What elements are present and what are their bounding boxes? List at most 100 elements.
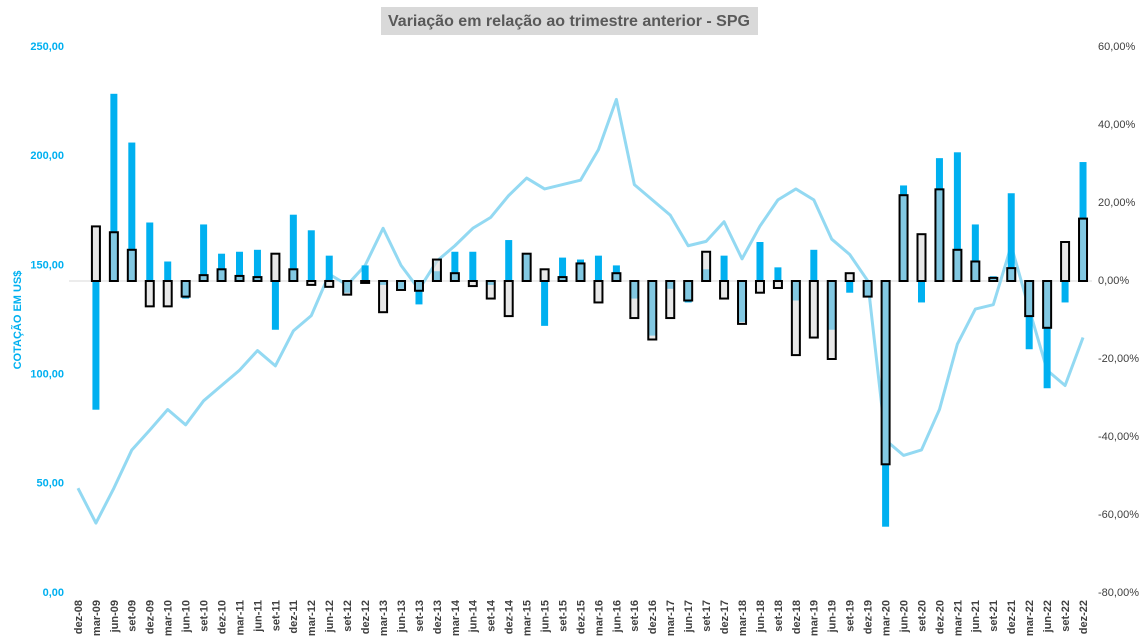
outlined-bar: [1060, 241, 1071, 282]
x-tick-label: dez-21: [1006, 600, 1018, 634]
bar: [594, 255, 602, 281]
outlined-bar: [324, 280, 335, 288]
x-tick-label: mar-12: [306, 600, 318, 636]
outlined-bar: [593, 280, 604, 304]
outlined-bar: [1042, 280, 1053, 329]
x-tick-label: mar-15: [522, 600, 534, 636]
outlined-bar: [467, 280, 478, 288]
bar: [164, 261, 172, 281]
outlined-bar: [952, 248, 963, 283]
x-tick-label: mar-19: [809, 600, 821, 636]
x-tick-label: set-14: [486, 599, 498, 632]
x-tick-label: set-16: [629, 600, 641, 632]
x-tick-label: mar-17: [665, 600, 677, 636]
outlined-bar: [934, 188, 945, 283]
bar: [307, 230, 315, 281]
x-tick-label: dez-12: [360, 600, 372, 634]
outlined-bar: [216, 268, 227, 282]
y2-tick-label: 0,00%: [1098, 275, 1129, 287]
x-tick-label: set-11: [270, 600, 282, 631]
y2-tick-label: -40,00%: [1098, 431, 1139, 443]
y2-tick-label: -60,00%: [1098, 509, 1139, 521]
outlined-bar: [162, 280, 173, 308]
x-tick-label: dez-20: [934, 600, 946, 634]
bar: [110, 93, 118, 281]
bar: [469, 251, 477, 281]
outlined-bar: [288, 268, 299, 282]
x-tick-label: dez-19: [863, 600, 875, 634]
outlined-bar: [754, 280, 765, 294]
x-tick-label: mar-16: [593, 600, 605, 636]
x-tick-label: jun-21: [970, 600, 982, 633]
bar: [918, 281, 925, 303]
x-tick-label: jun-15: [540, 600, 552, 633]
bar: [415, 281, 423, 305]
outlined-bar: [970, 260, 981, 282]
outlined-bar: [342, 280, 353, 296]
x-tick-label: dez-09: [145, 600, 157, 634]
outlined-bar: [1006, 267, 1017, 283]
y-tick-label: 0,00: [43, 587, 64, 599]
x-tick-label: set-15: [557, 600, 569, 632]
x-tick-label: set-20: [916, 600, 928, 632]
title-box: [381, 7, 758, 35]
outlined-bar: [198, 274, 209, 282]
x-tick-label: jun-13: [396, 600, 408, 633]
x-tick-label: jun-20: [898, 600, 910, 633]
x-tick-label: jun-12: [324, 600, 336, 633]
y2-tick-label: 60,00%: [1098, 41, 1136, 53]
outlined-bar: [988, 276, 999, 283]
x-tick-label: set-19: [845, 600, 857, 632]
outlined-bar: [719, 280, 730, 300]
outlined-bar: [108, 231, 119, 282]
outlined-bar: [270, 252, 281, 282]
x-tick-label: mar-13: [378, 600, 390, 636]
y2-tick-label: -80,00%: [1098, 587, 1139, 599]
outlined-bar: [826, 280, 837, 360]
outlined-bar: [683, 280, 694, 302]
bar: [361, 265, 369, 281]
y-tick-label: 150,00: [30, 259, 64, 271]
bar: [720, 255, 728, 281]
x-tick-label: set-12: [342, 600, 354, 632]
outlined-bar: [557, 276, 568, 283]
bar: [541, 281, 549, 326]
outlined-bar: [90, 225, 101, 282]
x-tick-label: dez-13: [432, 600, 444, 634]
bar: [271, 281, 279, 330]
bar: [1061, 281, 1069, 303]
x-tick-label: dez-15: [575, 600, 587, 634]
x-tick-label: mar-09: [91, 600, 103, 636]
price-line: [76, 97, 1085, 525]
x-tick-label: dez-08: [73, 600, 85, 634]
outlined-bar: [898, 194, 909, 282]
outlined-bar: [790, 280, 801, 357]
x-tick-label: set-21: [988, 600, 1000, 632]
outlined-bar: [647, 280, 658, 341]
outlined-bar: [844, 272, 855, 283]
outlined-bar: [378, 280, 389, 314]
bar: [289, 214, 297, 281]
x-tick-label: dez-10: [216, 600, 228, 634]
outlined-bar: [611, 272, 622, 283]
outlined-bar: [306, 280, 317, 286]
outlined-bar: [539, 268, 550, 282]
bar: [774, 267, 782, 281]
bar: [505, 240, 513, 281]
x-tick-label: dez-22: [1078, 600, 1090, 634]
outlined-bar: [862, 280, 873, 298]
x-tick-label: mar-14: [450, 599, 462, 636]
bar: [200, 224, 208, 281]
outlined-bar: [234, 274, 245, 282]
outlined-bar: [880, 280, 891, 466]
y-tick-label: 250,00: [30, 41, 64, 53]
x-tick-label: jun-09: [109, 600, 121, 633]
bar: [1007, 193, 1015, 281]
x-tick-label: set-22: [1060, 600, 1072, 632]
bar: [325, 255, 333, 281]
x-tick-label: jun-11: [252, 600, 264, 633]
bar: [756, 242, 764, 281]
outlined-bar: [737, 280, 748, 325]
x-tick-label: dez-11: [288, 600, 300, 634]
